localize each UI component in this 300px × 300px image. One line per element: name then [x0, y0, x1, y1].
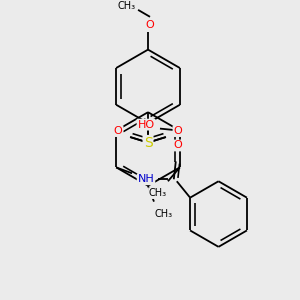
Text: O: O	[173, 140, 182, 151]
Text: O: O	[173, 126, 182, 136]
Text: S: S	[144, 136, 152, 150]
Text: CH₃: CH₃	[155, 208, 173, 219]
Text: O: O	[114, 126, 123, 136]
Text: NH: NH	[138, 174, 154, 184]
Text: CH₃: CH₃	[149, 188, 167, 198]
Text: HO: HO	[137, 120, 154, 130]
Text: O: O	[146, 20, 154, 30]
Text: CH₃: CH₃	[117, 1, 135, 11]
